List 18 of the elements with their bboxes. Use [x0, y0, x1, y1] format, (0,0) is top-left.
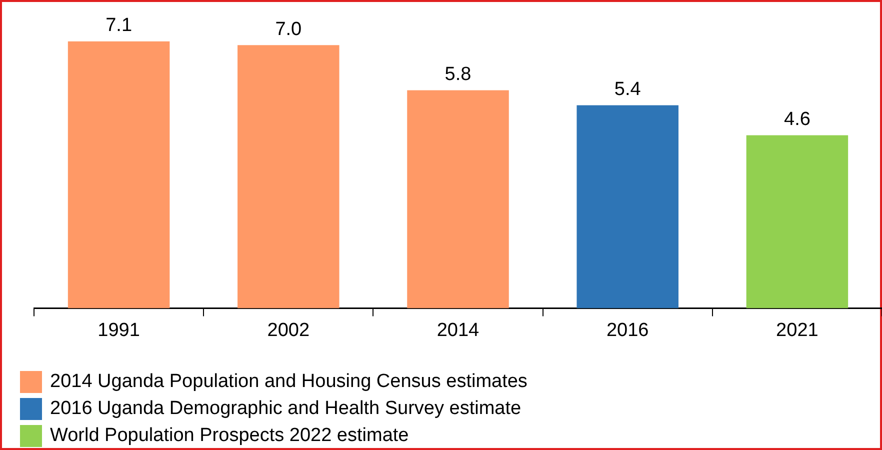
- bar: [407, 90, 509, 308]
- bar: [576, 105, 678, 308]
- legend-label: 2016 Uganda Demographic and Health Survey estimate: [50, 398, 522, 420]
- data-label: 4.6: [784, 109, 810, 130]
- x-tick-label: 1991: [98, 320, 140, 341]
- data-label: 7.0: [275, 18, 302, 40]
- x-tick-label: 2021: [776, 320, 818, 341]
- data-label: 7.1: [106, 15, 132, 36]
- x-tick-label: 2014: [436, 320, 480, 341]
- bar: [746, 135, 848, 308]
- x-tick-label: 2002: [267, 320, 310, 341]
- legend-label: World Population Prospects 2022 estimate: [50, 424, 409, 446]
- bar: [238, 45, 340, 308]
- bar: [68, 41, 170, 308]
- data-label: 5.8: [444, 64, 472, 85]
- data-label: 5.4: [614, 78, 642, 100]
- legend-label: 2014 Uganda Population and Housing Census estimates: [50, 370, 528, 392]
- x-tick-label: 2016: [606, 320, 649, 341]
